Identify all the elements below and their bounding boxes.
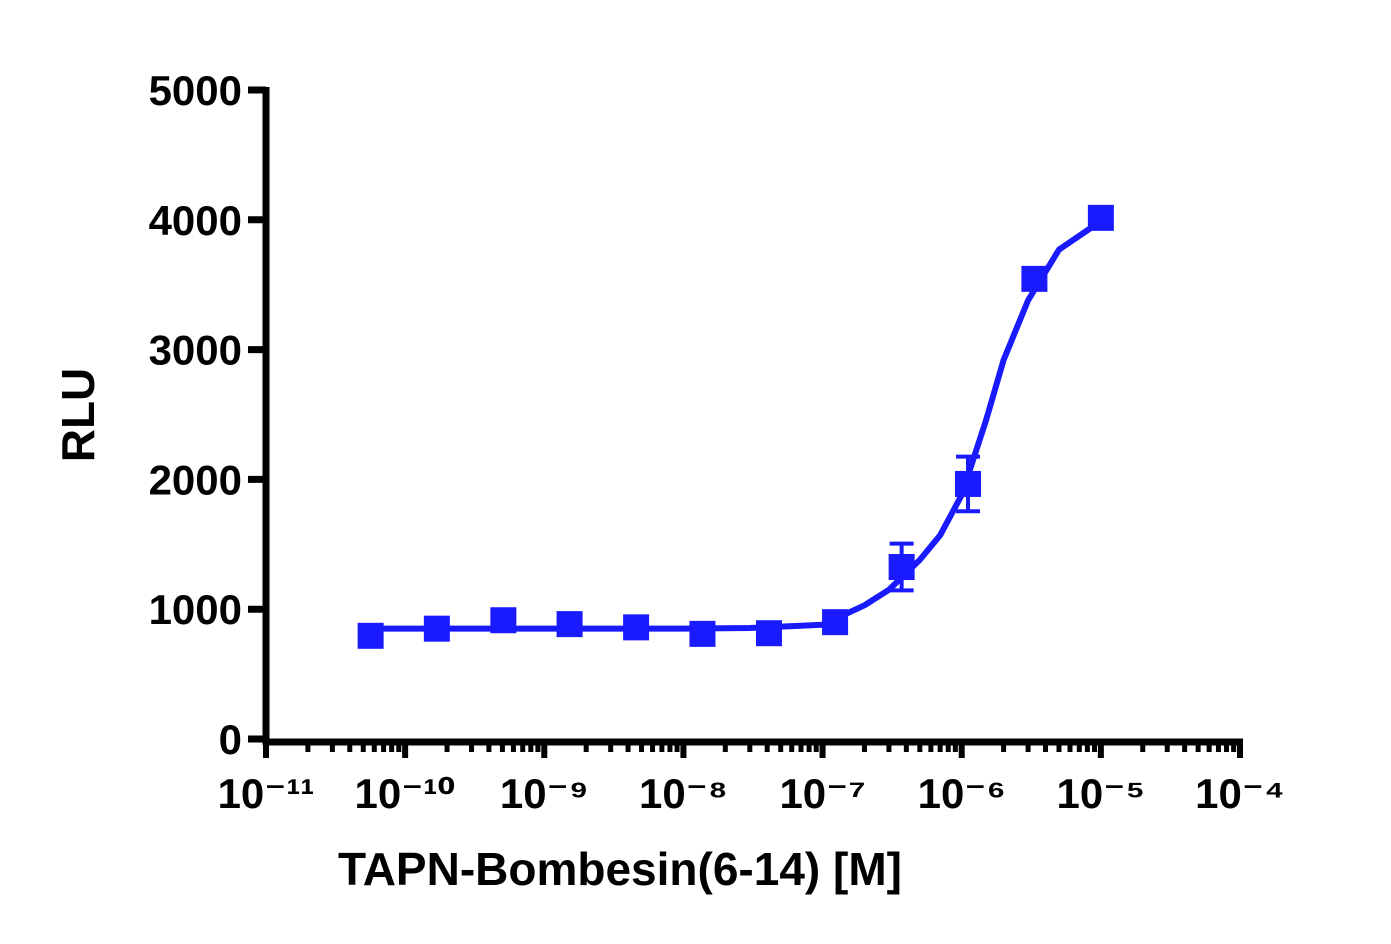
data-point <box>490 607 517 634</box>
y-tick-label: 5000 <box>149 67 242 114</box>
y-tick-label: 1000 <box>149 586 242 633</box>
x-tick-label: 10⁻¹⁰ <box>355 770 456 817</box>
x-tick-label: 10⁻¹¹ <box>218 770 315 817</box>
data-point <box>888 554 915 581</box>
x-axis-label: TAPN-Bombesin(6-14) [M] <box>338 843 902 895</box>
y-tick-label: 4000 <box>149 197 242 244</box>
data-point <box>357 622 384 649</box>
data-point <box>1021 265 1048 292</box>
data-point <box>1087 204 1114 231</box>
x-tick-label: 10⁻⁶ <box>918 770 1006 817</box>
y-tick-label: 0 <box>219 716 242 763</box>
data-point <box>822 609 849 636</box>
data-point <box>423 615 450 642</box>
x-tick-label: 10⁻⁷ <box>779 770 865 817</box>
y-axis-label: RLU <box>52 368 104 463</box>
data-point <box>755 620 782 647</box>
data-point <box>689 620 716 647</box>
x-tick-label: 10⁻⁵ <box>1057 770 1146 817</box>
x-tick-label: 10⁻⁸ <box>639 770 728 817</box>
data-point <box>955 470 982 497</box>
x-tick-label: 10⁻⁴ <box>1195 770 1285 817</box>
y-tick-label: 2000 <box>149 456 242 503</box>
y-tick-label: 3000 <box>149 327 242 374</box>
fit-curve <box>363 218 1103 632</box>
data-point <box>556 611 583 638</box>
x-tick-label: 10⁻⁹ <box>500 770 589 817</box>
data-point <box>623 614 650 641</box>
